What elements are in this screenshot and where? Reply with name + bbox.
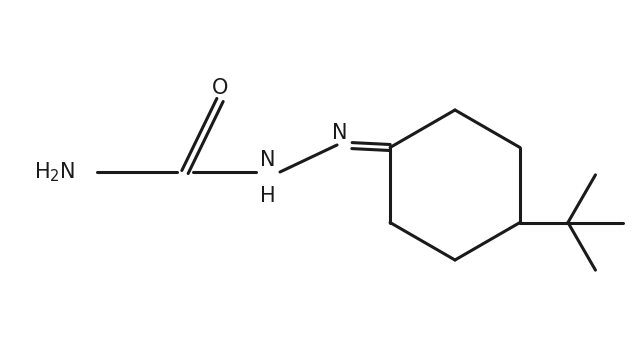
Text: N: N [332,123,348,143]
Text: N: N [260,150,276,170]
Text: H$_2$N: H$_2$N [34,160,75,184]
Text: O: O [212,78,228,98]
Text: H: H [260,186,276,206]
